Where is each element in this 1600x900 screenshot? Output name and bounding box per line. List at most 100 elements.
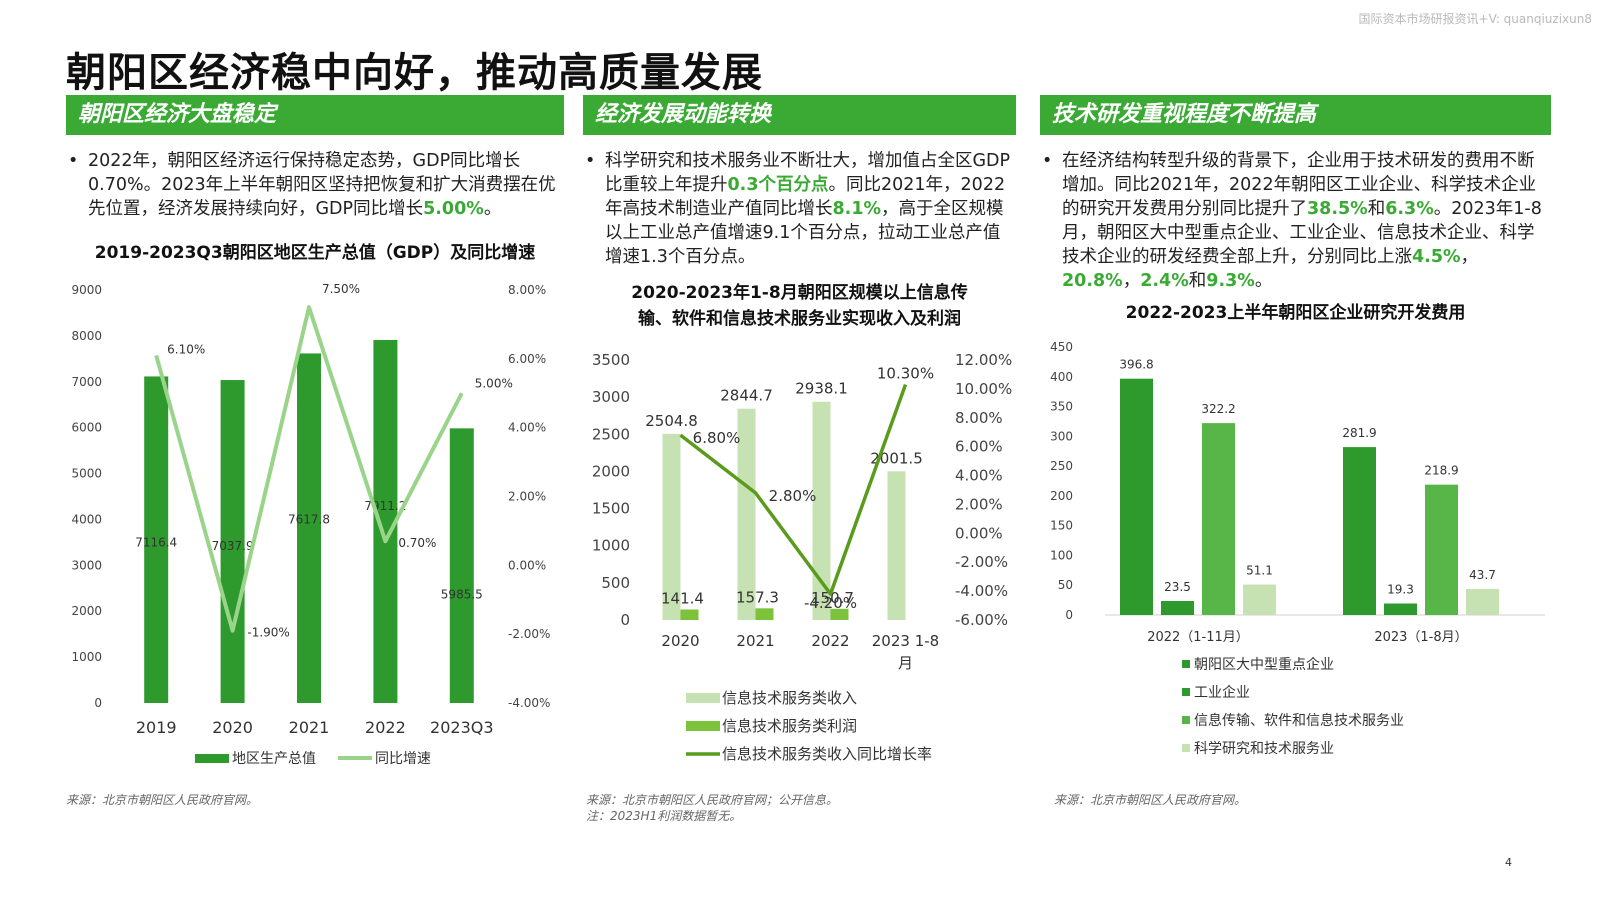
legend-label: 朝阳区大中型重点企业 [1194, 656, 1334, 673]
legend-label: 信息传输、软件和信息技术服务业 [1194, 712, 1404, 729]
y-tick-label: 300 [1050, 429, 1073, 443]
y-tick-label: 3500 [592, 351, 630, 369]
bar [220, 380, 245, 703]
bullet-segment: 2022年，朝阳区经济运行保持稳定态势，GDP同比增长0.70%。2023年上半… [88, 151, 556, 219]
data-label: 43.7 [1469, 568, 1496, 582]
x-tick-label: 2021 [289, 718, 330, 737]
y-tick-label: 2000 [592, 462, 630, 480]
data-label: 2844.7 [720, 387, 773, 405]
bullet-text: • 在经济结构转型升级的背景下，企业用于技术研发的费用不断增加。同比2021年，2… [1042, 151, 1542, 291]
bullet-segment: 科学研究和技术服务业不断壮大，增加值占全区GDP比重较上年提升 [605, 151, 1011, 195]
x-tick-label: 2020 [212, 718, 253, 737]
it-revenue-chart: 0 500 1000 1500 2000 2500 3000 3500 -6.00% -4.00%… [592, 351, 1012, 763]
bar [662, 433, 681, 620]
section-banner: 技术研发重视程度不断提高 [1040, 95, 1551, 135]
y-tick-label: 350 [1050, 400, 1073, 414]
data-label: 2.80% [769, 487, 817, 505]
source-note: 来源：北京市朝阳区人民政府官网；公开信息。 注：2023H1利润数据暂无。 [586, 793, 839, 823]
y-tick-label: 1000 [592, 537, 630, 555]
data-label: 7617.8 [288, 512, 330, 526]
y-tick-label: 150 [1050, 519, 1073, 533]
page-title: 朝阳区经济稳中向好，推动高质量发展 [66, 50, 763, 96]
x-tick-label: 2023Q3 [430, 718, 494, 737]
legend-swatch [1182, 660, 1190, 668]
highlight-value: 4.5% [1412, 247, 1461, 267]
data-label: 6.80% [693, 429, 741, 447]
bar [1243, 584, 1276, 615]
y-tick-label: 250 [1050, 459, 1073, 473]
x-tick-label: 2022（1-11月） [1147, 630, 1249, 645]
data-label: 281.9 [1342, 426, 1376, 440]
bullet-segment: 和 [1367, 199, 1386, 219]
data-label: 6.10% [167, 342, 205, 356]
y-tick-label: 2000 [71, 604, 102, 618]
y-tick-label: 50 [1058, 578, 1073, 592]
y-tick-label: 0 [620, 611, 630, 629]
chart-title: 2022-2023上半年朝阳区企业研究开发费用 [1125, 303, 1466, 323]
x-tick-label: 2023 1-8 [872, 632, 939, 650]
x-tick-label: 月 [898, 654, 913, 672]
y2-tick-label: 2.00% [508, 490, 546, 504]
bullet-segment: 。同比2021年，2022年高技术制造业产值同比增长 [605, 175, 1006, 219]
highlight-value: 38.5% [1307, 199, 1368, 219]
y-tick-label: 7000 [71, 375, 102, 389]
data-label: 5985.5 [441, 587, 483, 601]
y2-tick-label: 2.00% [955, 495, 1003, 513]
data-label: 218.9 [1424, 464, 1458, 478]
y2-tick-label: -2.00% [955, 553, 1008, 571]
section-banner: 朝阳区经济大盘稳定 [66, 95, 564, 135]
y-tick-label: 1500 [592, 500, 630, 518]
legend-swatch [1182, 688, 1190, 696]
y2-tick-label: -6.00% [955, 611, 1008, 629]
legend-label: 工业企业 [1194, 684, 1250, 701]
section-it: 经济发展动能转换 • 科学研究和技术服务业不断壮大，增加值占全区GDP比重较上年提… [583, 95, 1016, 269]
x-tick-label: 2019 [136, 718, 177, 737]
bar [887, 471, 906, 620]
bullet-segment: ， [1122, 271, 1141, 291]
x-tick-label: 2022 [365, 718, 406, 737]
data-label: 157.3 [736, 588, 779, 606]
y2-tick-label: 8.00% [955, 409, 1003, 427]
legend-swatch [686, 721, 720, 731]
y2-tick-label: 8.00% [508, 283, 546, 297]
data-label: -4.20% [804, 594, 857, 612]
legend-label: 信息技术服务类利润 [722, 717, 857, 735]
rd-expense-chart: 0 50 100 150 200 250 300 350 400 450 396.8 281.9 23.… [1050, 340, 1545, 757]
y-tick-label: 200 [1050, 489, 1073, 503]
legend-label: 信息技术服务类收入同比增长率 [722, 745, 932, 763]
data-label: 0.70% [398, 536, 436, 550]
bar [755, 608, 774, 620]
y-tick-label: 0 [94, 696, 102, 710]
y2-tick-label: 6.00% [508, 352, 546, 366]
y2-tick-label: 12.00% [955, 351, 1012, 369]
data-label: 141.4 [661, 589, 704, 607]
highlight-value: 5.00% [423, 199, 484, 219]
section-banner: 经济发展动能转换 [583, 95, 1016, 135]
y2-tick-label: 10.00% [955, 380, 1012, 398]
data-label: 5.00% [475, 376, 513, 390]
bar [1343, 447, 1376, 615]
y-tick-label: 400 [1050, 370, 1073, 384]
bar [297, 353, 321, 703]
legend-swatch [195, 754, 229, 763]
y-tick-label: 5000 [71, 467, 102, 481]
data-label: -1.90% [247, 626, 289, 640]
highlight-value: 0.3个百分点 [727, 175, 829, 195]
data-label: 7037.9 [212, 539, 254, 553]
bar [1384, 603, 1417, 615]
y2-tick-label: 0.00% [955, 524, 1003, 542]
y2-tick-label: 4.00% [508, 421, 546, 435]
legend-label: 科学研究和技术服务业 [1194, 741, 1334, 757]
bullet-segment: ，高于全区规模以上工业总产值增速9.1个百分点，拉动工业总产值增速1.3个百分点… [605, 199, 1004, 267]
highlight-value: 2.4% [1140, 271, 1189, 291]
chart-title: 2019-2023Q3朝阳区地区生产总值（GDP）及同比增速 [94, 243, 536, 263]
bar [680, 609, 699, 620]
y-tick-label: 450 [1050, 340, 1073, 354]
legend-swatch [1182, 744, 1190, 752]
page-number: 4 [1505, 856, 1512, 869]
series-line [679, 383, 908, 596]
bar [830, 608, 849, 620]
bar [1202, 423, 1235, 615]
bullet-segment: 。2023年1-8月，朝阳区大中型重点企业、工业企业、信息技术企业、科学技术企业… [1062, 199, 1542, 267]
y-tick-label: 0 [1065, 608, 1073, 622]
